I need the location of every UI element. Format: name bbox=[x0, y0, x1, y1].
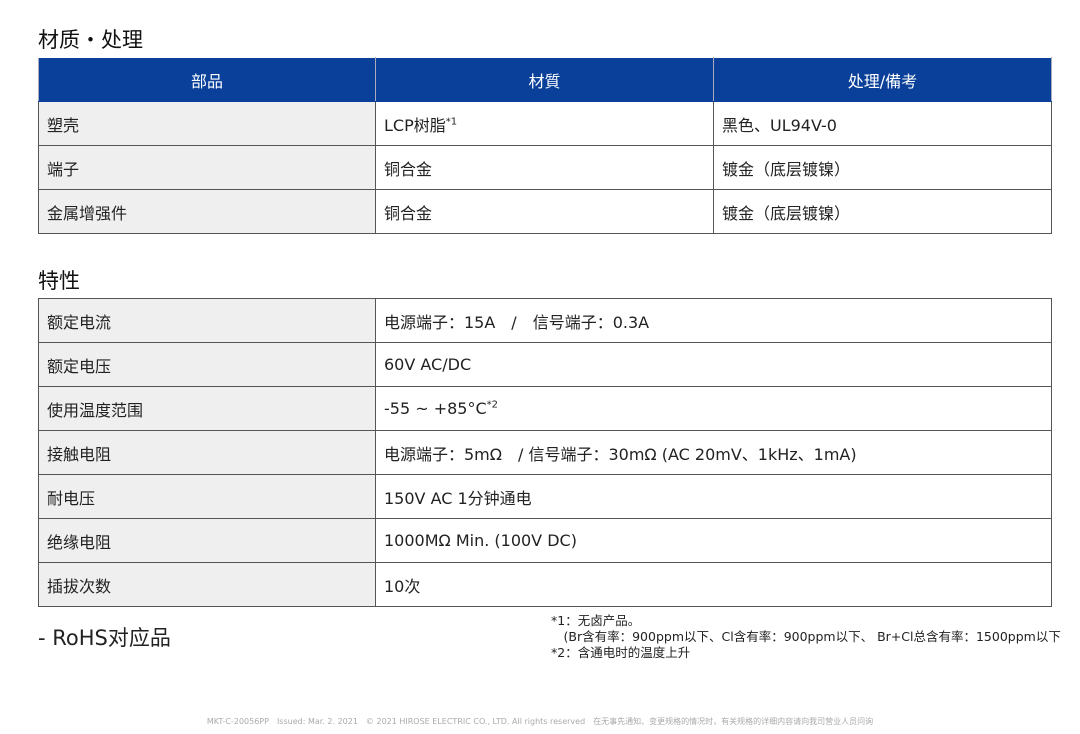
footnote-ref: *1 bbox=[445, 116, 458, 128]
table-row: 接触电阻 电源端子：5mΩ / 信号端子：30mΩ (AC 20mV、1kHz、1… bbox=[38, 430, 1052, 475]
property-name: 耐电压 bbox=[38, 474, 376, 519]
header-material: 材質 bbox=[375, 57, 714, 102]
table-row: 塑壳 LCP树脂*1 黑色、UL94V-0 bbox=[38, 101, 1052, 146]
value-text: 150V AC 1分钟通电 bbox=[384, 488, 532, 508]
table-row: 额定电流 电源端子：15A / 信号端子：0.3A bbox=[38, 298, 1052, 343]
finish: 黑色、UL94V-0 bbox=[713, 101, 1052, 146]
value-text: 电源端子：5mΩ / 信号端子：30mΩ (AC 20mV、1kHz、1mA) bbox=[384, 444, 857, 464]
property-value: -55 ~ +85°C*2 bbox=[375, 386, 1052, 431]
table-row: 使用温度范围 -55 ~ +85°C*2 bbox=[38, 386, 1052, 431]
header-part: 部品 bbox=[38, 57, 376, 102]
value-text: 60V AC/DC bbox=[384, 355, 472, 374]
table-row: 耐电压 150V AC 1分钟通电 bbox=[38, 474, 1052, 519]
properties-table: 额定电流 电源端子：15A / 信号端子：0.3A 额定电压 60V AC/DC 使用温… bbox=[38, 298, 1052, 607]
footer: MKT-C-20056PP Issued: Mar. 2. 2021 © 202… bbox=[206, 717, 874, 726]
table-row: 端子 铜合金 镀金（底层镀镍） bbox=[38, 145, 1052, 190]
value-text: -55 ~ +85°C bbox=[384, 399, 487, 418]
property-name: 额定电压 bbox=[38, 342, 376, 387]
material-text: LCP树脂 bbox=[384, 115, 446, 135]
part: 塑壳 bbox=[38, 101, 376, 146]
table-row: 额定电压 60V AC/DC bbox=[38, 342, 1052, 387]
value-text: 电源端子：15A / 信号端子：0.3A bbox=[384, 312, 650, 332]
value-text: 1000MΩ Min. (100V DC) bbox=[384, 531, 577, 550]
material: LCP树脂*1 bbox=[375, 101, 714, 146]
property-value: 60V AC/DC bbox=[375, 342, 1052, 387]
table-row: 插拔次数 10次 bbox=[38, 562, 1052, 607]
materials-title: 材质・处理 bbox=[38, 28, 143, 52]
property-name: 插拔次数 bbox=[38, 562, 376, 607]
footnote-1: *1：无卤产品。 bbox=[551, 613, 641, 628]
rohs-note: - RoHS对应品 bbox=[38, 626, 171, 650]
table-row: 金属增强件 铜合金 镀金（底层镀镍） bbox=[38, 189, 1052, 234]
property-value: 1000MΩ Min. (100V DC) bbox=[375, 518, 1052, 563]
property-value: 150V AC 1分钟通电 bbox=[375, 474, 1052, 519]
property-value: 电源端子：5mΩ / 信号端子：30mΩ (AC 20mV、1kHz、1mA) bbox=[375, 430, 1052, 475]
material: 铜合金 bbox=[375, 189, 714, 234]
finish: 镀金（底层镀镍） bbox=[713, 145, 1052, 190]
footnote-1-detail: (Br含有率：900ppm以下、Cl含有率：900ppm以下、 Br+Cl总含有… bbox=[551, 629, 1061, 644]
part: 端子 bbox=[38, 145, 376, 190]
table-row: 绝缘电阻 1000MΩ Min. (100V DC) bbox=[38, 518, 1052, 563]
materials-table: 部品 材質 处理/備考 塑壳 LCP树脂*1 黑色、UL94V-0 端子 铜合金 镀金（… bbox=[38, 57, 1052, 234]
footnotes: *1：无卤产品。 (Br含有率：900ppm以下、Cl含有率：900ppm以下、… bbox=[551, 613, 1061, 661]
property-name: 接触电阻 bbox=[38, 430, 376, 475]
part: 金属增强件 bbox=[38, 189, 376, 234]
property-name: 使用温度范围 bbox=[38, 386, 376, 431]
property-value: 10次 bbox=[375, 562, 1052, 607]
footnote-ref: *2 bbox=[486, 399, 499, 411]
table-header: 部品 材質 处理/備考 bbox=[38, 57, 1052, 102]
header-finish: 处理/備考 bbox=[713, 57, 1052, 102]
property-name: 绝缘电阻 bbox=[38, 518, 376, 563]
material: 铜合金 bbox=[375, 145, 714, 190]
property-value: 电源端子：15A / 信号端子：0.3A bbox=[375, 298, 1052, 343]
finish: 镀金（底层镀镍） bbox=[713, 189, 1052, 234]
footnote-2: *2：含通电时的温度上升 bbox=[551, 645, 691, 660]
property-name: 额定电流 bbox=[38, 298, 376, 343]
properties-title: 特性 bbox=[38, 269, 80, 293]
value-text: 10次 bbox=[384, 576, 421, 596]
